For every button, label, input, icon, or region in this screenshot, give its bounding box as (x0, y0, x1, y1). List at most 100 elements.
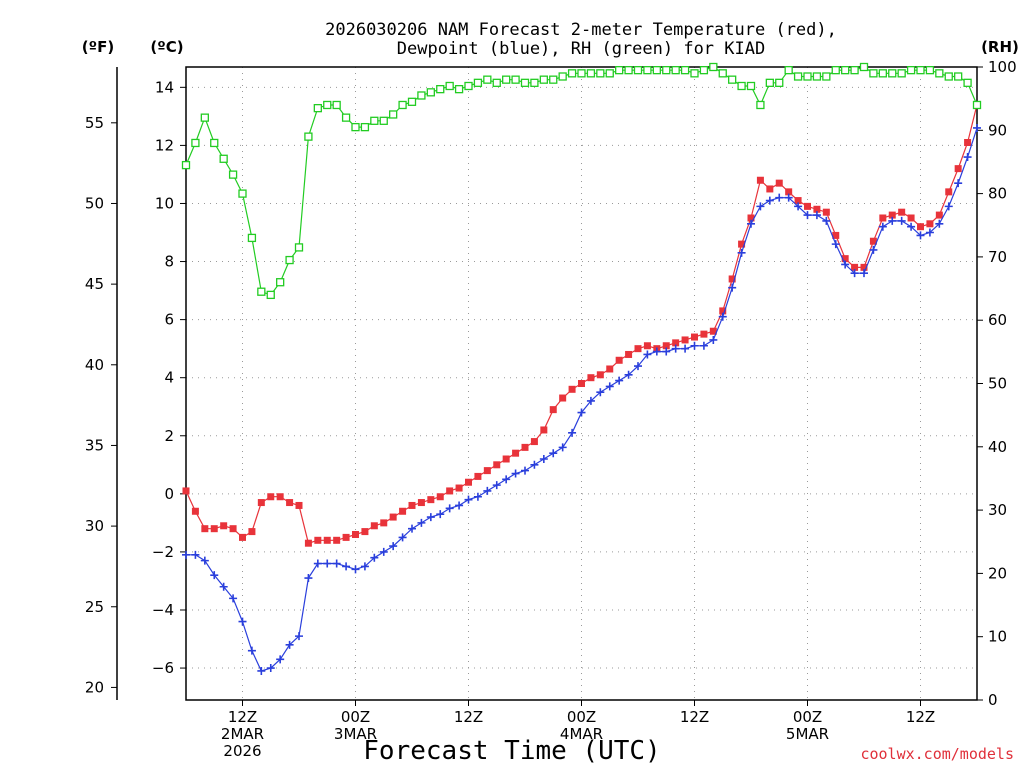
rh-point (323, 100, 332, 110)
rh-point (577, 69, 586, 78)
dewpoint-point (558, 443, 567, 452)
temperature-point (785, 188, 793, 196)
dewpoint-point (492, 481, 501, 490)
rh-point (511, 75, 520, 84)
dewpoint-point (897, 216, 906, 225)
dewpoint-point (502, 475, 511, 484)
rh-point (812, 72, 822, 81)
x-tick-label: 12Z (228, 708, 257, 726)
dewpoint-point (229, 594, 238, 603)
fahrenheit-tick-label: 40 (85, 356, 104, 374)
dewpoint-point (916, 231, 925, 240)
temperature-point (568, 385, 576, 393)
temperature-point (832, 231, 840, 239)
rh-point (718, 69, 727, 78)
rh-point (680, 66, 690, 75)
temperature-point (578, 380, 585, 387)
temperature-point (239, 533, 246, 541)
rh-point (454, 85, 464, 94)
celsius-tick-label: −2 (152, 543, 174, 561)
temperature-point (257, 499, 265, 507)
temperature-point (540, 426, 548, 434)
temperature-point (700, 330, 708, 338)
dewpoint-point (671, 344, 680, 353)
temperature-point (813, 205, 821, 213)
dewpoint-point (408, 524, 416, 533)
dewpoint-point (568, 428, 577, 437)
x-tick-label: 12Z (906, 708, 935, 726)
x-tick-label: 4MAR (560, 725, 603, 743)
temperature-point (399, 507, 407, 515)
temperature-point (728, 275, 736, 283)
dewpoint-markers (182, 123, 981, 675)
celsius-tick-label: 12 (155, 136, 174, 154)
dewpoint-point (728, 283, 737, 292)
dewpoint-point (295, 632, 303, 641)
rh-point (662, 66, 671, 75)
rh-tick-label: 70 (988, 248, 1007, 266)
temperature-point (361, 528, 369, 536)
dewpoint-point (473, 492, 482, 501)
temperature-point (935, 211, 943, 219)
dewpoint-point (954, 179, 963, 188)
dewpoint-point (860, 269, 868, 278)
temperature-point (559, 394, 567, 402)
rh-tick-label: 50 (988, 375, 1007, 393)
temperature-point (615, 356, 623, 364)
rh-tick-label: 30 (988, 501, 1007, 519)
dewpoint-point (398, 533, 407, 542)
x-tick-label: 2026 (223, 742, 261, 760)
temperature-point (945, 188, 953, 196)
rh-point (888, 69, 897, 78)
dewpoint-point (615, 376, 624, 385)
dewpoint-point (596, 388, 605, 397)
rh-point (341, 113, 351, 122)
dewpoint-point (266, 664, 275, 673)
x-tick-label: 2MAR (221, 725, 264, 743)
rh-point (803, 72, 812, 81)
dewpoint-point (238, 617, 247, 626)
rh-point (276, 278, 285, 287)
dewpoint-point (483, 486, 492, 495)
rh-point (191, 138, 200, 148)
rh-point (389, 110, 398, 119)
rh-tick-label: 0 (988, 691, 998, 709)
rh-point (285, 255, 294, 265)
rh-point (257, 287, 266, 296)
rh-point (624, 66, 633, 75)
rh-point (671, 66, 680, 75)
x-tick-label: 12Z (454, 708, 483, 726)
fahrenheit-tick-label: 30 (85, 517, 104, 535)
dewpoint-point (925, 228, 934, 237)
rh-point (238, 189, 247, 198)
rh-point (294, 243, 304, 252)
rh-point (906, 66, 916, 75)
rh-point (492, 78, 501, 87)
rh-point (181, 160, 191, 170)
temperature-point (662, 342, 670, 350)
dewpoint-point (549, 449, 558, 458)
fahrenheit-tick-label: 35 (85, 436, 104, 454)
temperature-point (304, 539, 312, 547)
rh-point (784, 66, 793, 75)
rh-point (426, 88, 435, 97)
rh-point (633, 66, 643, 75)
temperature-point (474, 472, 482, 480)
rh-point (878, 69, 887, 78)
temperature-point (465, 478, 472, 486)
dewpoint-point (182, 550, 190, 559)
dewpoint-point (841, 260, 850, 269)
rh-point (699, 66, 709, 75)
rh-point (690, 69, 699, 78)
dewpoint-point (690, 341, 699, 350)
temperature-point (389, 513, 397, 521)
rh-point (379, 116, 388, 125)
dewpoint-point (247, 646, 256, 655)
rh-point (586, 69, 596, 78)
temperature-point (606, 365, 614, 373)
rh-point (210, 138, 219, 148)
dewpoint-point (511, 469, 520, 478)
dewpoint-point (888, 216, 897, 225)
rh-point (228, 170, 238, 179)
